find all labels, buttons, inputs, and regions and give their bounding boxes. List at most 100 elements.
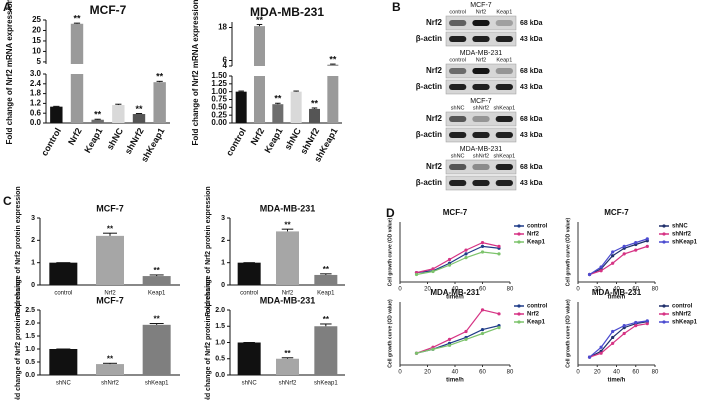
bar-segment xyxy=(49,262,78,285)
data-point xyxy=(447,257,452,262)
data-point xyxy=(497,325,501,330)
x-tick-label: Keap1 xyxy=(82,126,104,154)
x-tick-label: 60 xyxy=(632,287,639,293)
y-axis-label: Fold change of Nrf2 mRNA expression xyxy=(5,0,14,144)
series-line xyxy=(416,245,500,274)
data-point xyxy=(587,355,592,359)
x-tick-label: control xyxy=(39,126,63,157)
bar-segment xyxy=(49,349,78,375)
bar xyxy=(237,342,261,375)
blot-band xyxy=(495,164,513,170)
y-tick-label: 2 xyxy=(221,237,225,244)
bar xyxy=(314,274,338,285)
x-tick-label: 60 xyxy=(479,370,486,376)
y-tick-label: 4 xyxy=(223,61,228,70)
blot-row-label: β-actin xyxy=(416,130,442,139)
blot-band xyxy=(449,180,467,186)
legend-label: shNrf2 xyxy=(672,312,692,318)
data-point xyxy=(480,244,485,248)
data-point xyxy=(480,327,485,332)
bar-segment xyxy=(290,91,302,123)
blot-title: MCF-7 xyxy=(470,2,491,9)
x-tick-label: shNrf2 xyxy=(279,381,297,387)
data-point xyxy=(611,341,615,345)
bar-segment xyxy=(237,262,261,285)
lane-label: Keap1 xyxy=(496,9,512,15)
x-tick-label: Keap1 xyxy=(317,291,335,297)
legend-label: shNrf2 xyxy=(672,232,692,238)
y-tick-label: 0.50 xyxy=(211,102,227,111)
bar-segment xyxy=(70,74,84,123)
series-line xyxy=(589,321,648,358)
data-point xyxy=(447,263,452,267)
blot-band xyxy=(472,20,490,26)
x-tick-label: 80 xyxy=(507,287,514,293)
legend-label: control xyxy=(672,304,693,310)
chart-title: MDA-MB-231 xyxy=(592,288,642,297)
blot-row-label: Nrf2 xyxy=(426,162,443,171)
blot-band xyxy=(449,132,467,138)
bar xyxy=(272,104,284,123)
y-tick-label: 0.25 xyxy=(211,110,227,119)
x-tick-label: control xyxy=(240,291,258,297)
x-tick-label: 20 xyxy=(594,370,601,376)
data-point xyxy=(480,331,485,336)
x-tick-label: 40 xyxy=(613,370,620,376)
data-point xyxy=(622,244,626,248)
legend-marker xyxy=(662,320,666,324)
legend-marker xyxy=(662,312,666,316)
x-tick-label: Nrf2 xyxy=(104,291,116,297)
data-point xyxy=(464,329,468,334)
bar xyxy=(153,82,166,123)
bar xyxy=(309,108,320,123)
y-axis-label: Fold change of Nrf2 protein expression xyxy=(205,277,212,400)
bar-segment xyxy=(96,235,124,285)
lane-label: shNrf2 xyxy=(473,153,489,159)
bar-segment xyxy=(132,114,146,123)
x-tick-label: control xyxy=(54,291,72,297)
y-tick-label: 0.75 xyxy=(211,95,227,104)
y-tick-label: 1.25 xyxy=(211,79,227,88)
data-point xyxy=(599,269,603,273)
data-point xyxy=(599,265,603,269)
panel-letter: D xyxy=(386,206,395,220)
bar-segment xyxy=(327,64,339,66)
bar-segment xyxy=(272,104,284,123)
data-point xyxy=(497,244,501,248)
data-point xyxy=(611,254,615,258)
blot-band xyxy=(472,116,490,122)
y-tick-label: 2.0 xyxy=(25,320,35,327)
data-point xyxy=(622,331,626,336)
bar-segment xyxy=(254,26,265,66)
blot-band xyxy=(449,68,467,74)
y-axis-label: Cell growth curve (OD value) xyxy=(387,299,393,368)
data-point xyxy=(611,335,615,340)
blot-title: MCF-7 xyxy=(470,98,491,105)
blot-size-label: 68 kDa xyxy=(520,20,543,27)
bar-segment xyxy=(142,276,171,285)
bar-segment xyxy=(112,105,125,123)
bar-segment xyxy=(254,76,265,123)
significance-label: ** xyxy=(135,104,143,114)
chart-title: MDA-MB-231 xyxy=(430,288,480,297)
bar-segment xyxy=(142,324,171,375)
blot-band xyxy=(449,84,467,90)
legend-label: Nrf2 xyxy=(527,312,540,318)
x-tick-label: 20 xyxy=(594,287,601,293)
panel-letter: C xyxy=(3,194,12,208)
lane-label: control xyxy=(449,57,466,63)
significance-label: ** xyxy=(154,315,161,324)
bar xyxy=(314,326,338,375)
y-tick-label: 2 xyxy=(31,237,35,244)
series-line xyxy=(589,238,648,276)
blot-row-label: Nrf2 xyxy=(426,66,443,75)
y-tick-label: 3 xyxy=(221,215,225,222)
x-tick-label: 20 xyxy=(424,287,431,293)
bar-segment xyxy=(309,108,320,123)
y-tick-label: 18 xyxy=(218,23,227,32)
x-tick-label: 40 xyxy=(452,370,459,376)
series-line xyxy=(416,327,500,354)
x-tick-label: shNC xyxy=(105,126,126,152)
blot-size-label: 43 kDa xyxy=(520,132,543,139)
x-axis-label: time/h xyxy=(608,378,626,384)
